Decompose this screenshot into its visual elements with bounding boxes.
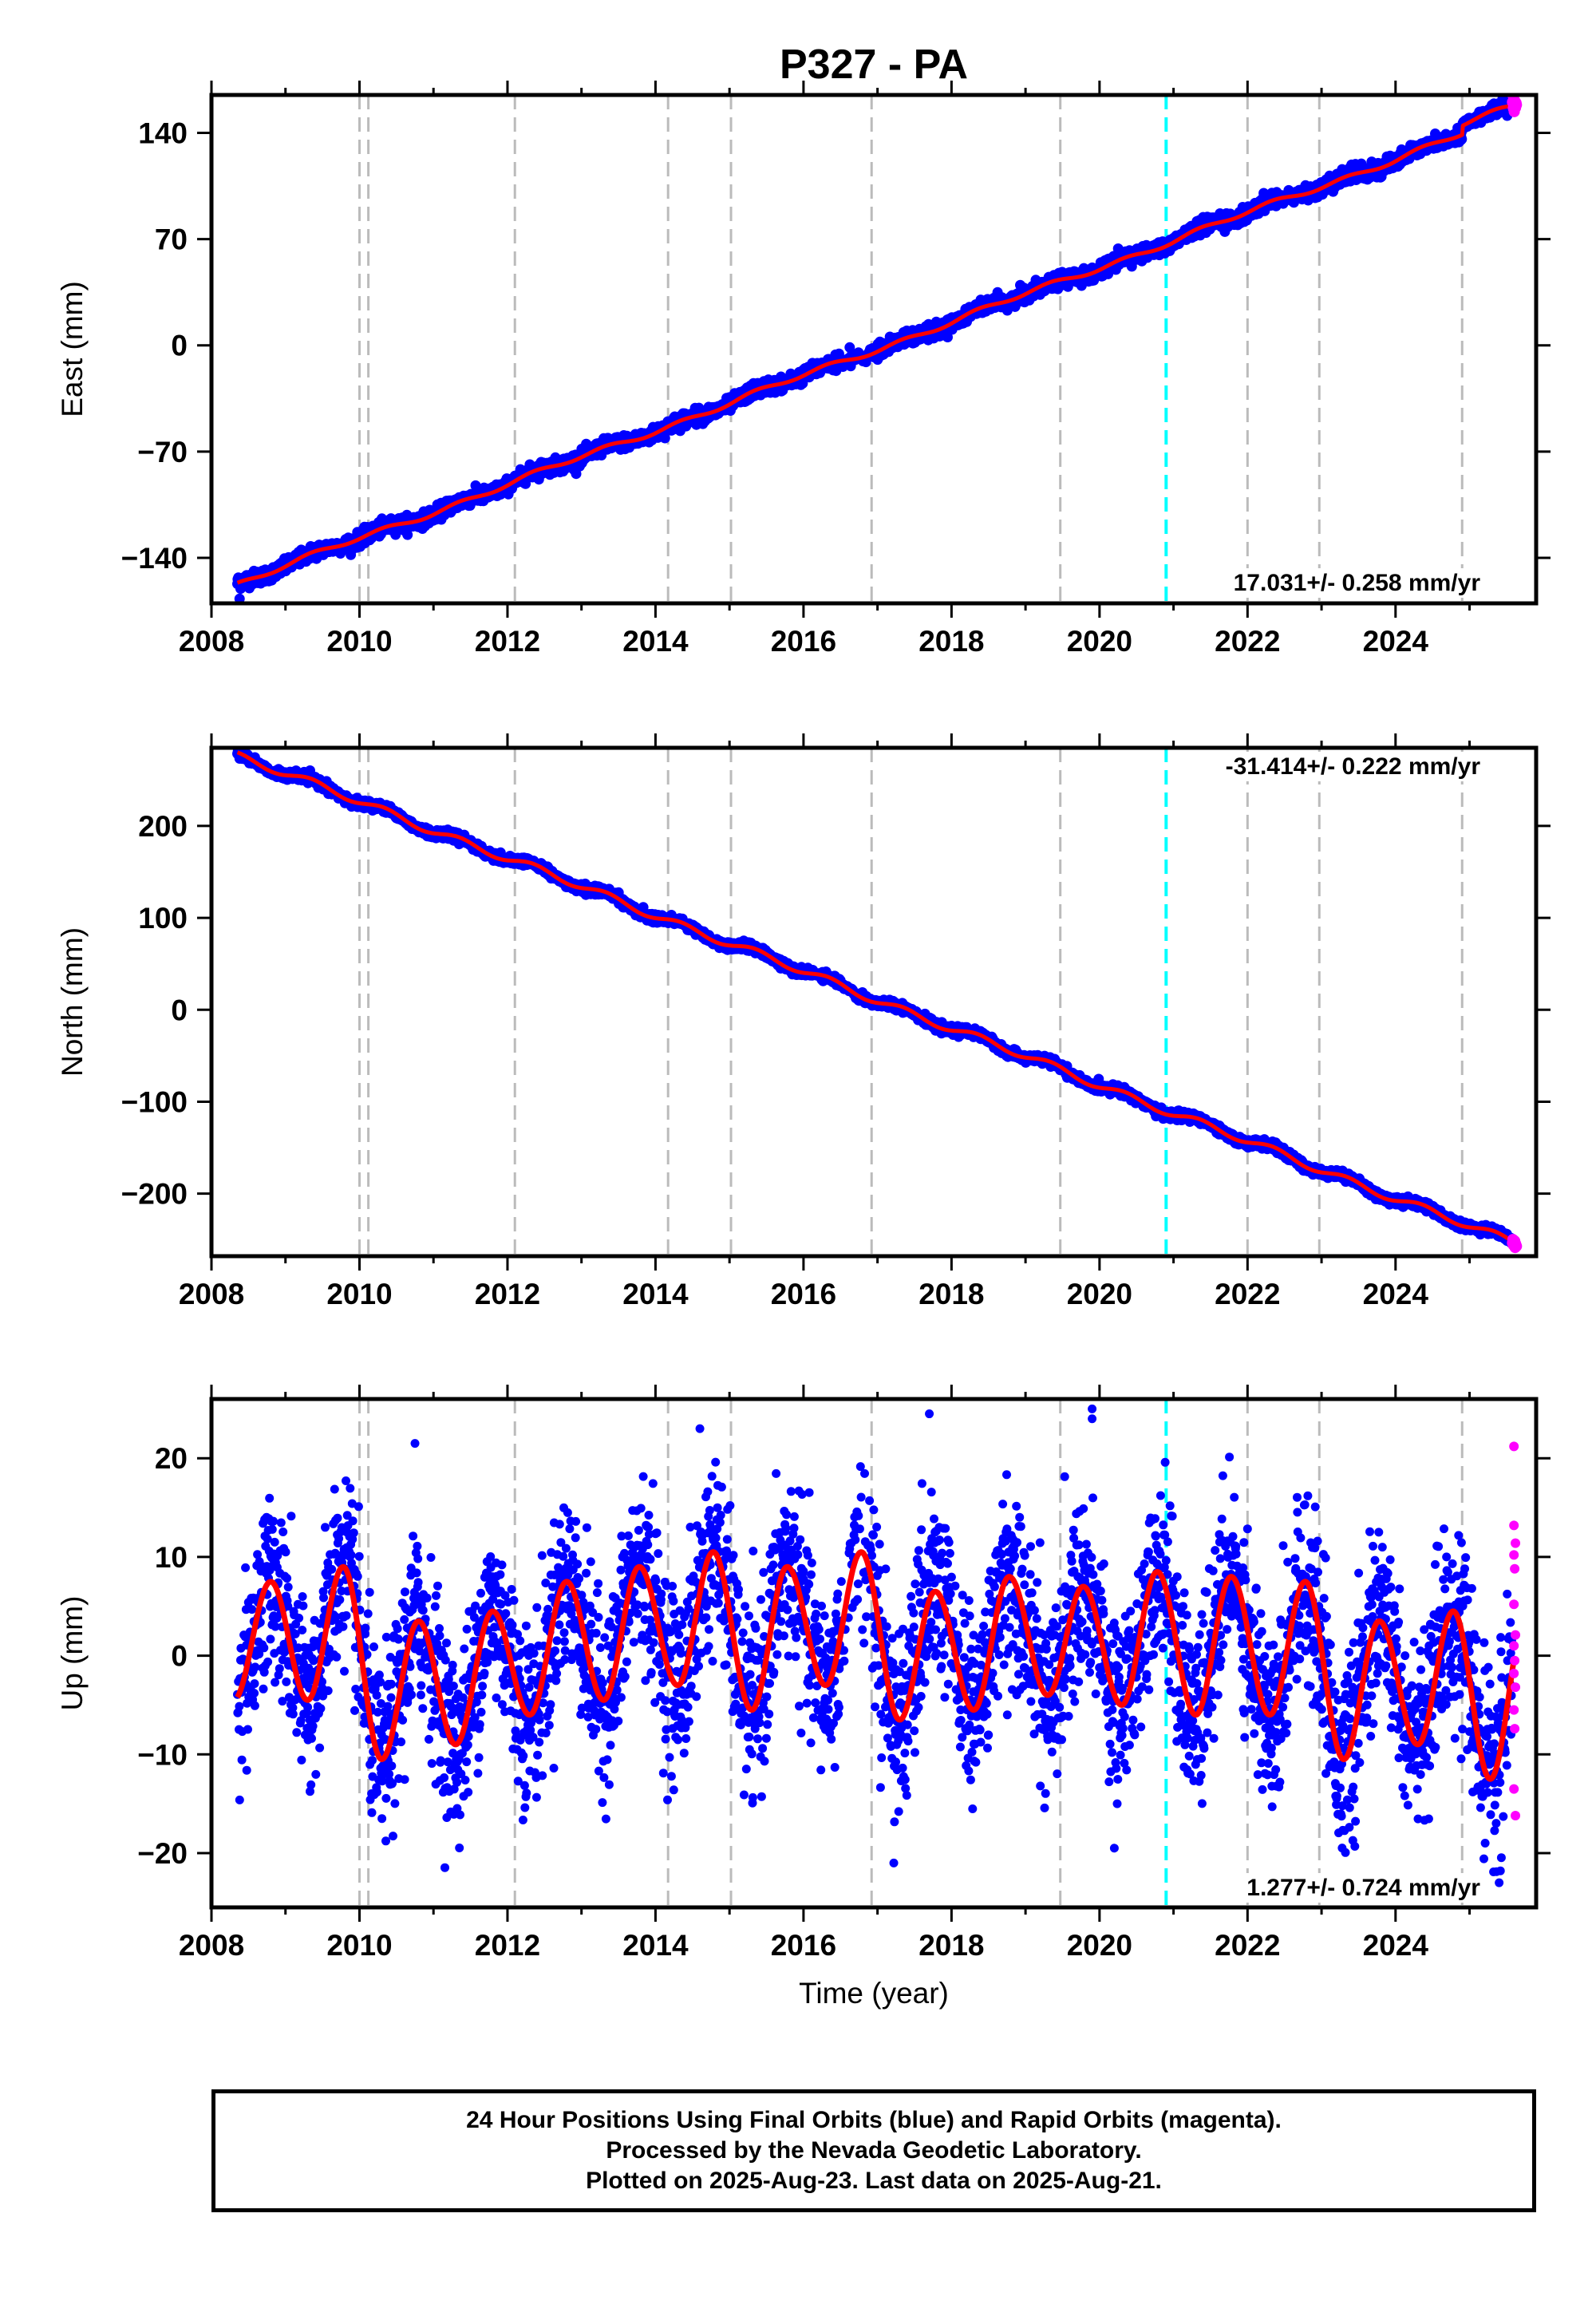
x-tick-label: 2010 (326, 625, 392, 658)
panel-east: 2008 2010 2012 2014 2016 2018 2020 2022 2024 −140… (56, 81, 1551, 658)
x-tick-label: 2018 (918, 625, 984, 658)
y-axis-label-east: East (mm) (56, 281, 89, 417)
chart-title: P327 - PA (780, 41, 968, 88)
panel-north: 2008 2010 2012 2014 2016 2018 2020 2022 2024−200… (56, 733, 1551, 1310)
y-tick-label: 0 (171, 330, 188, 362)
y-tick-label: −140 (121, 542, 188, 575)
plot-area-north (232, 748, 1523, 1256)
data-point (942, 332, 953, 342)
y-tick-label: 140 (138, 117, 188, 150)
y-tick-label: −70 (137, 436, 188, 468)
rate-label-east: 17.031+/- 0.258 mm/yr (1234, 570, 1481, 596)
plot-area-east (232, 95, 1523, 603)
final-orbit-points-east (232, 95, 1517, 603)
x-tick-label: 2014 (622, 625, 689, 658)
x-tick-label: 2012 (475, 625, 540, 658)
x-tick-label: 2024 (1363, 625, 1429, 658)
x-tick-label: 2020 (1067, 625, 1132, 658)
x-tick-label: 2008 (179, 625, 244, 658)
y-tick-label: 70 (155, 223, 188, 256)
x-tick-label: 2016 (771, 625, 836, 658)
x-tick-label: 2022 (1215, 625, 1280, 658)
rapid-point (1511, 99, 1523, 111)
